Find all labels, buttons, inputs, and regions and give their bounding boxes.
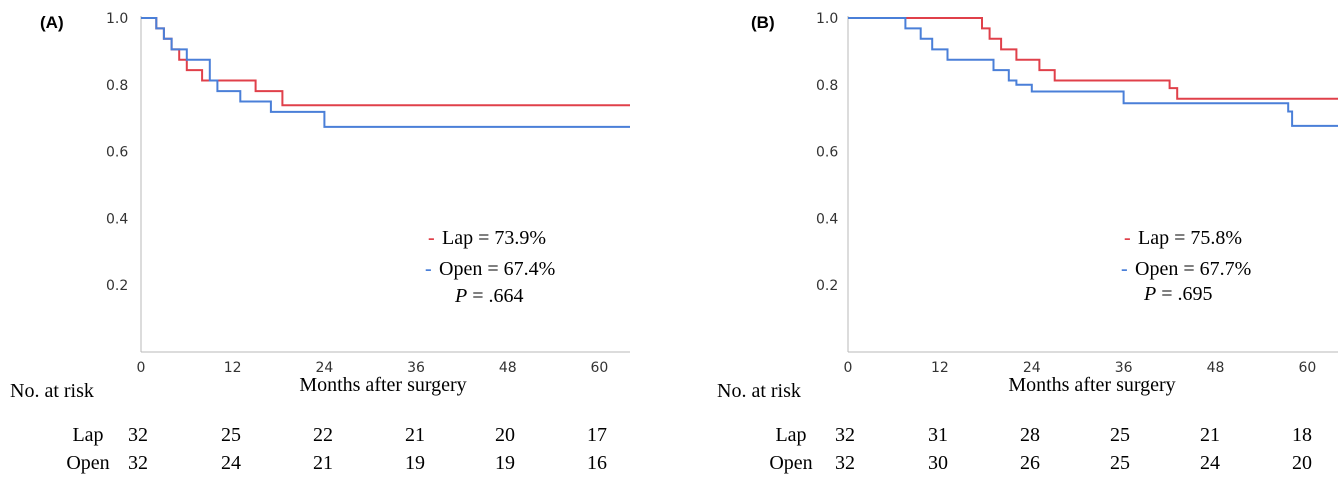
x-tick-label: 36: [1115, 360, 1133, 376]
panel-a: (A) 0.2 0.4 0.6 0.8 1.0 0 12 24 36 48 60 Months afte…: [10, 11, 630, 474]
legend-text-open: Open = 67.4%: [439, 258, 555, 280]
panel-label: (B): [751, 13, 775, 32]
y-tick-label: 0.8: [816, 78, 838, 94]
p-symbol: P: [1143, 283, 1156, 305]
risk-count-lap: 32: [128, 424, 148, 446]
risk-row-label-open: Open: [769, 452, 812, 474]
risk-count-lap: 32: [835, 424, 855, 446]
panel-label: (A): [40, 13, 64, 32]
panel-b: (B) 0.2 0.4 0.6 0.8 1.0 0 12 24 36 48 60 Months afte…: [717, 11, 1338, 474]
risk-count-open: 16: [587, 452, 607, 474]
y-tick-label: 0.4: [106, 211, 128, 227]
x-tick-label: 36: [407, 360, 425, 376]
y-tick-label: 1.0: [816, 11, 838, 27]
risk-count-open: 24: [1200, 452, 1220, 474]
risk-table-title: No. at risk: [717, 380, 801, 402]
x-tick-label: 12: [224, 360, 242, 376]
km-curve-open: [141, 17, 630, 128]
y-tick-label: 1.0: [106, 11, 128, 27]
x-tick-label: 12: [931, 360, 949, 376]
risk-count-open: 32: [128, 452, 148, 474]
p-value: P = .664: [454, 285, 524, 307]
km-curve-lap: [141, 17, 630, 107]
risk-count-lap: 21: [405, 424, 425, 446]
x-axis-title: Months after surgery: [1008, 374, 1175, 396]
y-tick-label: 0.8: [106, 78, 128, 94]
x-tick-label: 60: [591, 360, 609, 376]
x-tick-label: 24: [315, 360, 333, 376]
legend-text-lap: Lap = 73.9%: [442, 227, 546, 249]
y-tick-label: 0.2: [106, 278, 128, 294]
risk-count-lap: 18: [1292, 424, 1312, 446]
x-tick-label: 0: [137, 360, 146, 376]
legend-marker-open: -: [425, 258, 432, 280]
risk-count-open: 30: [928, 452, 948, 474]
x-tick-label: 0: [844, 360, 853, 376]
risk-count-lap: 21: [1200, 424, 1220, 446]
x-axis-title: Months after surgery: [299, 374, 466, 396]
y-tick-label: 0.6: [816, 145, 838, 161]
risk-row-label-open: Open: [66, 452, 109, 474]
risk-count-open: 26: [1020, 452, 1040, 474]
risk-count-lap: 22: [313, 424, 333, 446]
risk-count-lap: 25: [221, 424, 241, 446]
risk-count-open: 20: [1292, 452, 1312, 474]
legend-text-lap: Lap = 75.8%: [1138, 227, 1242, 249]
risk-count-open: 32: [835, 452, 855, 474]
legend-marker-open: -: [1121, 258, 1128, 280]
risk-count-open: 24: [221, 452, 241, 474]
risk-row-label-lap: Lap: [775, 424, 806, 446]
risk-count-lap: 20: [495, 424, 515, 446]
legend-marker-lap: -: [428, 227, 435, 249]
risk-row-label-lap: Lap: [72, 424, 103, 446]
x-tick-label: 48: [499, 360, 517, 376]
p-value: P = .695: [1143, 283, 1213, 305]
p-symbol: P: [454, 285, 467, 307]
risk-table-title: No. at risk: [10, 380, 94, 402]
p-value-text: = .695: [1156, 283, 1212, 305]
risk-count-lap: 28: [1020, 424, 1040, 446]
risk-count-open: 19: [405, 452, 425, 474]
risk-count-open: 25: [1110, 452, 1130, 474]
y-tick-label: 0.2: [816, 278, 838, 294]
y-tick-label: 0.4: [816, 211, 838, 227]
km-curve-lap: [848, 17, 1338, 100]
x-tick-label: 60: [1298, 360, 1316, 376]
x-tick-label: 24: [1023, 360, 1041, 376]
km-curve-open: [848, 17, 1338, 127]
p-value-text: = .664: [467, 285, 523, 307]
risk-count-open: 21: [313, 452, 333, 474]
risk-count-open: 19: [495, 452, 515, 474]
legend-marker-lap: -: [1124, 227, 1131, 249]
risk-count-lap: 17: [587, 424, 607, 446]
legend-text-open: Open = 67.7%: [1135, 258, 1251, 280]
y-tick-label: 0.6: [106, 145, 128, 161]
risk-count-lap: 31: [928, 424, 948, 446]
risk-count-lap: 25: [1110, 424, 1130, 446]
x-tick-label: 48: [1207, 360, 1225, 376]
